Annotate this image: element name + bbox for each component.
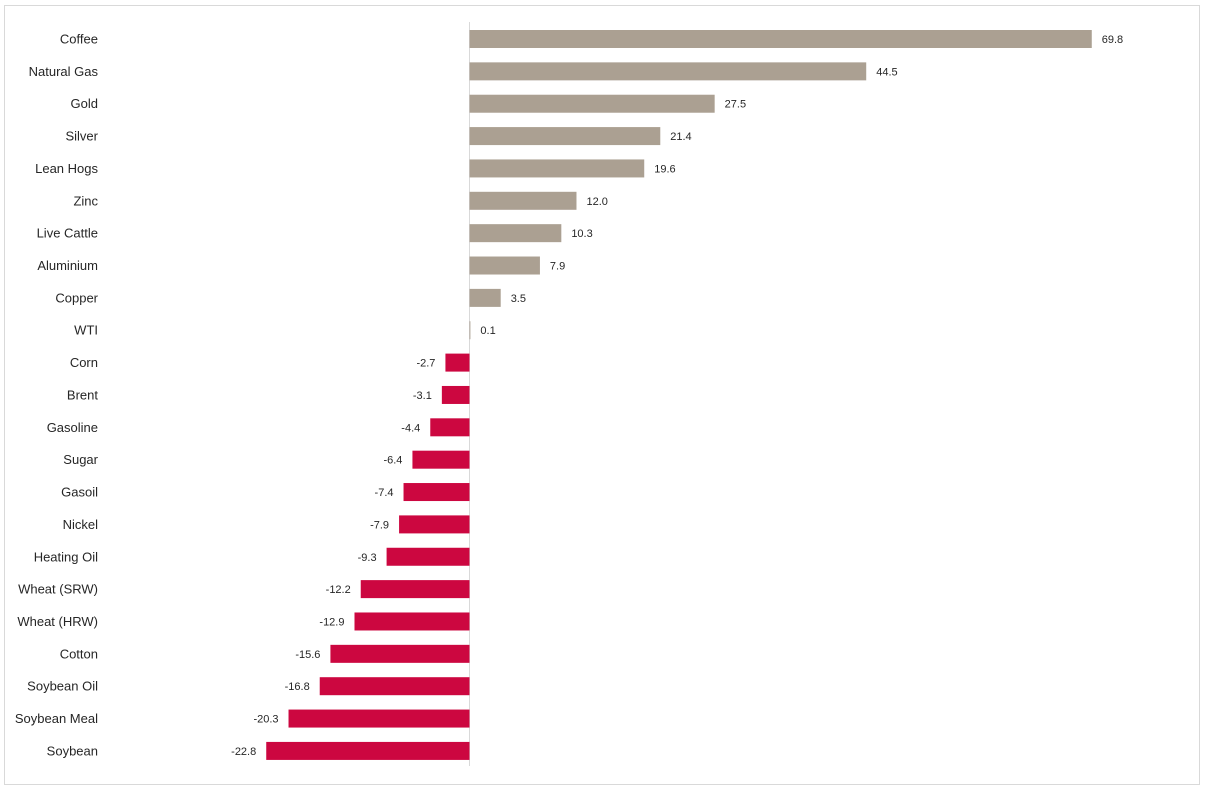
category-label: Gold [71, 96, 98, 111]
value-label: 7.9 [550, 261, 565, 273]
bar [469, 30, 1092, 48]
bar [399, 515, 470, 534]
category-label: Corn [70, 355, 98, 370]
category-label: Gasoil [61, 485, 98, 500]
value-label: 44.5 [876, 66, 897, 78]
value-label: -7.4 [375, 487, 394, 499]
value-label: -3.1 [413, 390, 432, 402]
value-label: -12.2 [326, 584, 351, 596]
value-label: -4.4 [401, 422, 420, 434]
category-label: Soybean Meal [15, 711, 98, 726]
category-label: Soybean [47, 743, 98, 758]
bar [469, 321, 471, 340]
value-label: -7.9 [370, 519, 389, 531]
bar [330, 644, 470, 663]
bar [469, 191, 577, 210]
category-label: Sugar [63, 452, 98, 467]
value-label: 10.3 [571, 228, 592, 240]
value-label: -9.3 [358, 552, 377, 564]
bar [430, 418, 470, 437]
category-label: Live Cattle [37, 226, 98, 241]
category-label: Nickel [63, 517, 99, 532]
category-label: Cotton [60, 646, 98, 661]
bar [441, 385, 470, 404]
category-label: Brent [67, 387, 98, 402]
category-label: Silver [65, 129, 98, 144]
category-label: Natural Gas [29, 64, 99, 79]
bar [469, 224, 562, 243]
bar [469, 127, 661, 146]
value-label: -16.8 [285, 681, 310, 693]
bar [288, 709, 470, 728]
value-label: 12.0 [586, 196, 607, 208]
category-label: Soybean Oil [27, 679, 98, 694]
category-label: Heating Oil [34, 549, 98, 564]
value-label: 21.4 [670, 131, 691, 143]
category-label: Wheat (HRW) [17, 614, 98, 629]
value-label: -6.4 [383, 455, 402, 467]
category-label: WTI [74, 323, 98, 338]
bar [386, 547, 470, 566]
value-label: -12.9 [319, 616, 344, 628]
value-label: 27.5 [725, 99, 746, 111]
bar [469, 94, 715, 113]
value-label: 3.5 [511, 293, 526, 305]
value-label: 19.6 [654, 163, 675, 175]
value-label: 69.8 [1102, 34, 1123, 46]
bar [319, 677, 470, 696]
bar [469, 256, 540, 275]
bar [445, 353, 470, 372]
value-label: -20.3 [253, 714, 278, 726]
value-label: 0.1 [480, 325, 495, 337]
value-label: -22.8 [231, 746, 256, 758]
value-label: -15.6 [295, 649, 320, 661]
category-label: Lean Hogs [35, 161, 98, 176]
bar [412, 450, 470, 469]
bar [403, 483, 470, 502]
category-label: Wheat (SRW) [18, 582, 98, 597]
category-label: Coffee [60, 32, 98, 47]
category-label: Copper [55, 290, 98, 305]
bar [354, 612, 470, 631]
value-label: -2.7 [416, 358, 435, 370]
category-label: Zinc [73, 193, 98, 208]
bar [360, 580, 470, 599]
bar [266, 741, 470, 760]
bar [469, 159, 645, 178]
category-label: Aluminium [37, 258, 98, 273]
bar [469, 288, 501, 307]
category-label: Gasoline [47, 420, 98, 435]
bar [469, 62, 867, 81]
